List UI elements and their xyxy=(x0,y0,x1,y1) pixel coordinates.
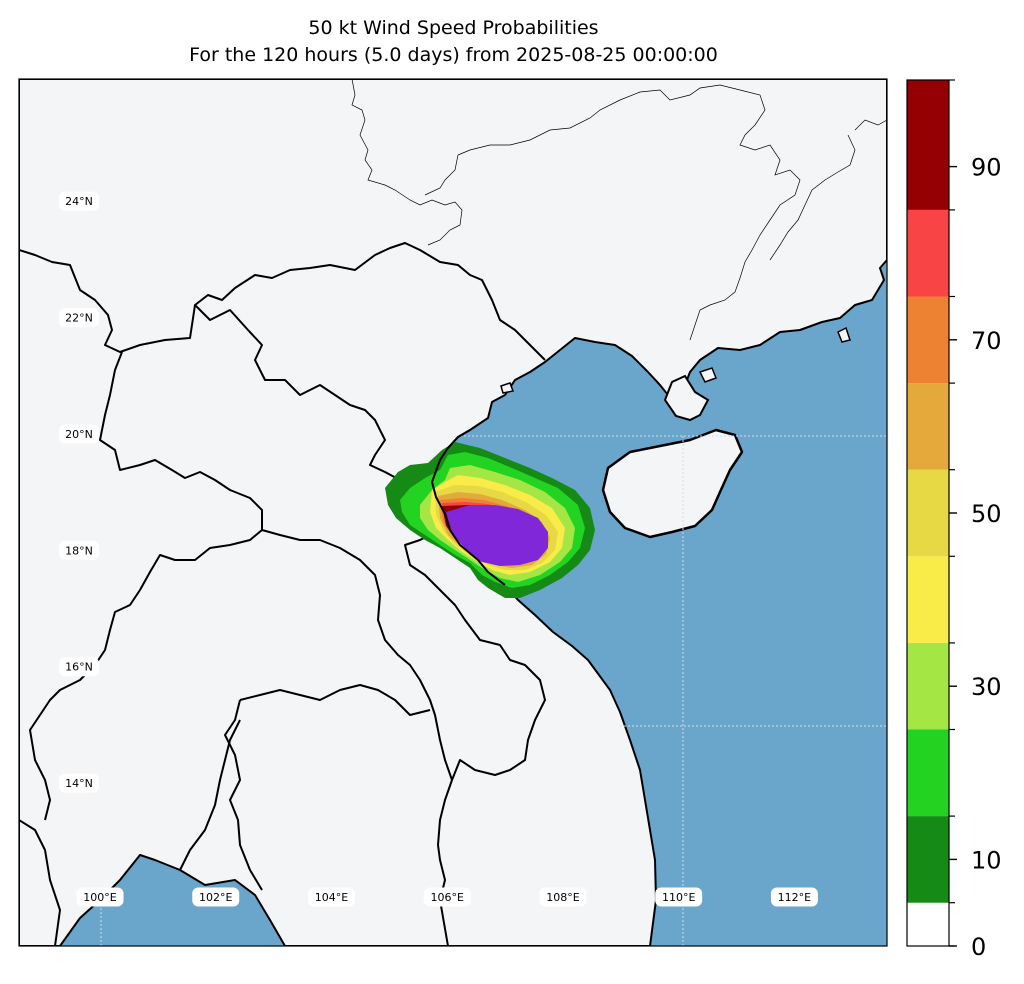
lat-label-bg xyxy=(59,191,99,211)
colorbar-tick-label: 10 xyxy=(971,846,1002,874)
colorbar-segment xyxy=(907,80,949,210)
colorbar-tick-label: 30 xyxy=(971,673,1002,701)
country-borders xyxy=(19,242,546,946)
lat-label: 18°N xyxy=(65,544,93,557)
colorbar-segment xyxy=(907,209,949,297)
province-borders xyxy=(351,79,887,341)
leizhou-peninsula xyxy=(663,374,710,422)
lon-label-bg xyxy=(539,887,587,907)
lon-label-bg xyxy=(423,887,471,907)
lon-label: 110°E xyxy=(662,891,695,904)
lat-label: 20°N xyxy=(65,428,93,441)
lat-label-bg xyxy=(59,540,99,560)
lat-label: 14°N xyxy=(65,777,93,790)
lon-label-bg xyxy=(770,887,818,907)
colorbar-segment xyxy=(907,296,949,384)
colorbar-segment xyxy=(907,902,949,946)
lat-label: 22°N xyxy=(65,312,93,325)
coastline-overlay xyxy=(430,429,506,586)
chart-subtitle: For the 120 hours (5.0 days) from 2025-0… xyxy=(189,44,718,66)
colorbar-segment xyxy=(907,816,949,903)
lat-label-bg xyxy=(59,424,99,444)
lon-label-bg xyxy=(307,887,355,907)
lat-label-bg xyxy=(59,657,99,677)
islet xyxy=(837,326,851,343)
lon-label: 100°E xyxy=(83,891,116,904)
malay-peninsula-tip xyxy=(19,818,62,946)
lon-label: 106°E xyxy=(430,891,463,904)
colorbar-tick-label: 90 xyxy=(971,154,1002,182)
lon-label: 108°E xyxy=(546,891,579,904)
colorbar-segment xyxy=(907,729,949,817)
colorbar-tick-label: 70 xyxy=(971,327,1002,355)
chart-title: 50 kt Wind Speed Probabilities xyxy=(308,17,599,39)
hainan-island xyxy=(601,428,744,539)
lon-label-bg xyxy=(655,887,703,907)
latitude-labels: 24°N 22°N 20°N 18°N 16°N 14°N xyxy=(59,191,99,793)
lat-label-bg xyxy=(59,773,99,793)
lon-label: 112°E xyxy=(778,891,811,904)
colorbar-tick-label: 50 xyxy=(971,500,1002,528)
lat-label-bg xyxy=(59,308,99,328)
colorbar-tick-label: 0 xyxy=(971,933,986,961)
islet xyxy=(698,367,717,383)
lon-label: 104°E xyxy=(315,891,348,904)
colorbar-segment xyxy=(907,556,949,643)
colorbar-segment xyxy=(907,383,949,470)
lon-label-bg xyxy=(76,887,124,907)
map-frame xyxy=(18,78,888,947)
prob-contour-95 xyxy=(446,505,548,566)
probability-contours xyxy=(385,429,595,598)
lat-label: 16°N xyxy=(65,661,93,674)
colorbar-segment xyxy=(907,469,949,557)
lon-label-bg xyxy=(192,887,240,907)
islet xyxy=(500,382,515,394)
lat-label: 24°N xyxy=(65,195,93,208)
colorbar-segment xyxy=(907,642,949,730)
gridlines xyxy=(100,435,887,946)
longitude-labels: 100°E 102°E 104°E 106°E 108°E 110°E 112°E xyxy=(76,887,818,907)
lon-label: 102°E xyxy=(199,891,232,904)
